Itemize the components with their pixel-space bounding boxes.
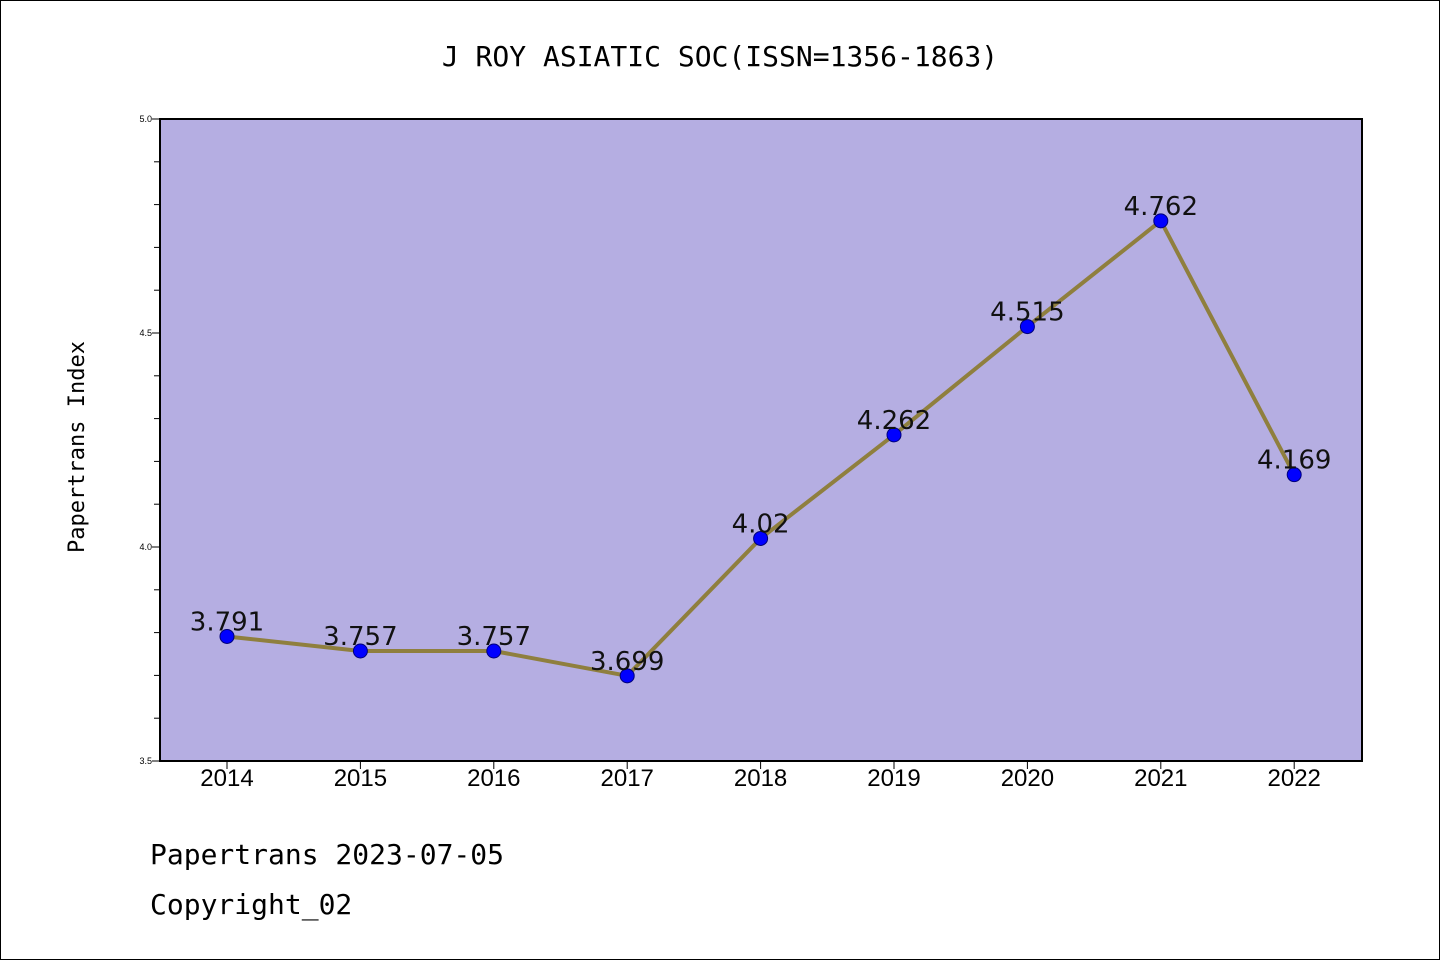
data-point [352,643,368,659]
data-labels: 3.791 3.757 3.757 3.699 4.02 4.262 4.515 4.762 4… [190,192,1332,677]
x-tick-label: 2015 [334,765,387,792]
data-label: 3.791 [190,607,264,637]
series [219,213,1302,684]
data-label: 4.262 [857,406,931,436]
x-tick-label: 2021 [1134,765,1187,792]
data-label: 4.169 [1257,446,1331,476]
data-point [1286,467,1302,483]
footer-copyright: Copyright_02 [150,888,352,922]
x-axis: 2014 2015 2016 2017 2018 2019 2020 2021 2022 [200,761,1321,792]
data-label: 3.757 [457,622,531,652]
footer-date: Papertrans 2023-07-05 [150,838,504,871]
data-label: 4.515 [990,298,1064,328]
data-point [1153,213,1169,229]
data-label: 3.757 [323,622,397,652]
x-tick-label: 2019 [867,765,920,792]
data-point [753,530,769,546]
data-point [619,668,635,684]
y-tick-label: 3.5 [139,756,152,766]
y-axis: 3.5 4.0 4.5 5.0 [139,114,160,766]
data-label: 4.02 [732,509,790,539]
data-point [219,628,235,644]
x-tick-label: 2017 [601,765,654,792]
x-tick-label: 2018 [734,765,787,792]
y-tick-label: 4.5 [139,328,152,338]
data-label: 4.762 [1124,192,1198,222]
y-tick-label: 4.0 [139,542,152,552]
x-tick-label: 2016 [467,765,520,792]
data-point [1019,319,1035,335]
data-label: 3.699 [590,647,664,677]
y-tick-label: 5.0 [139,114,152,124]
x-tick-label: 2022 [1268,765,1321,792]
y-axis-label: Papertrans Index [65,341,90,553]
data-point [886,427,902,443]
chart-title: J ROY ASIATIC SOC(ISSN=1356-1863) [442,40,998,73]
data-point [486,643,502,659]
x-tick-label: 2014 [200,765,253,792]
x-tick-label: 2020 [1001,765,1054,792]
